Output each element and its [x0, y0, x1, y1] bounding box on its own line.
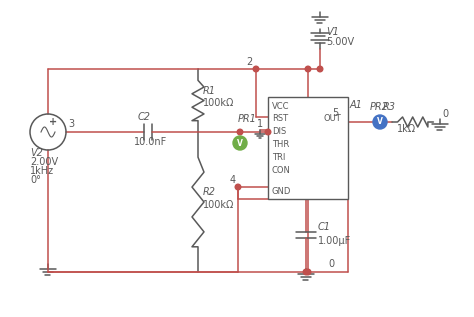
- Text: OUT: OUT: [324, 114, 342, 123]
- Text: 100kΩ: 100kΩ: [203, 200, 234, 210]
- Circle shape: [305, 269, 311, 275]
- Text: 1kΩ: 1kΩ: [397, 124, 416, 134]
- Circle shape: [233, 136, 247, 150]
- Text: GND: GND: [272, 187, 292, 196]
- Circle shape: [305, 66, 311, 72]
- Text: TRI: TRI: [272, 153, 285, 162]
- Text: 1.00μF: 1.00μF: [318, 236, 351, 245]
- Circle shape: [303, 269, 309, 275]
- Text: V2: V2: [30, 148, 43, 158]
- Circle shape: [373, 115, 387, 129]
- Text: 3: 3: [68, 119, 74, 129]
- Text: 1: 1: [257, 119, 263, 129]
- Text: C2: C2: [138, 112, 151, 122]
- Text: V: V: [377, 118, 383, 126]
- Text: 5: 5: [332, 108, 338, 118]
- Text: VCC: VCC: [272, 102, 290, 111]
- Circle shape: [235, 184, 241, 190]
- Text: 0°: 0°: [30, 175, 41, 185]
- Text: R1: R1: [203, 86, 216, 95]
- Text: C1: C1: [318, 222, 331, 231]
- Text: R2: R2: [203, 187, 216, 197]
- Text: 100kΩ: 100kΩ: [203, 99, 234, 108]
- Text: PR2: PR2: [370, 102, 389, 112]
- Text: V: V: [237, 139, 243, 147]
- Text: +: +: [49, 117, 57, 127]
- Text: 0: 0: [442, 109, 448, 119]
- Text: DIS: DIS: [272, 127, 286, 136]
- Text: R3: R3: [383, 102, 396, 112]
- Text: 5.00V: 5.00V: [326, 37, 354, 47]
- Text: CON: CON: [272, 166, 291, 175]
- Text: 10.0nF: 10.0nF: [134, 137, 167, 147]
- Text: 0: 0: [328, 259, 334, 269]
- Text: 1kHz: 1kHz: [30, 166, 54, 176]
- Circle shape: [265, 129, 271, 135]
- Bar: [268, 97, 348, 199]
- Circle shape: [237, 129, 243, 135]
- Text: PR1: PR1: [238, 114, 257, 124]
- Text: A1: A1: [350, 100, 363, 110]
- Circle shape: [253, 66, 259, 72]
- Text: V1: V1: [326, 27, 339, 37]
- Text: THR: THR: [272, 140, 289, 149]
- Circle shape: [317, 66, 323, 72]
- Text: RST: RST: [272, 114, 288, 123]
- Text: 4: 4: [230, 175, 236, 185]
- Text: 2: 2: [246, 57, 252, 67]
- Text: 2.00V: 2.00V: [30, 157, 58, 167]
